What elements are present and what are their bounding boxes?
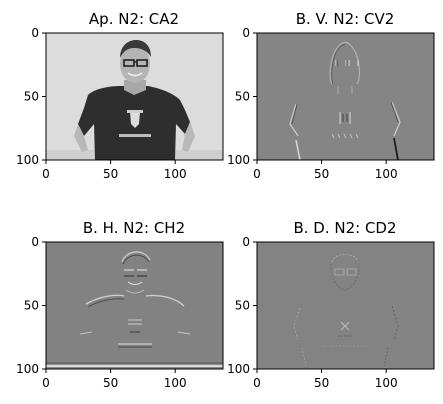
subplot-title: B. V. N2: CV2 xyxy=(296,10,395,28)
y-tick-label: 0 xyxy=(31,235,39,249)
x-tick-label: 50 xyxy=(103,376,118,390)
y-tick-label: 100 xyxy=(16,153,39,167)
x-tick-label: 50 xyxy=(103,167,118,181)
image-background xyxy=(257,242,434,369)
subplot-title: B. D. N2: CD2 xyxy=(293,219,396,237)
x-tick-label: 0 xyxy=(253,167,261,181)
x-ticks: 0 50 100 xyxy=(42,369,186,390)
y-tick-label: 50 xyxy=(235,299,250,313)
x-tick-label: 100 xyxy=(375,376,398,390)
y-tick-label: 50 xyxy=(24,90,39,104)
x-tick-label: 100 xyxy=(164,167,187,181)
y-ticks: 0 50 100 xyxy=(227,235,257,376)
subplot-title: B. H. N2: CH2 xyxy=(83,219,185,237)
y-ticks: 0 50 100 xyxy=(16,235,46,376)
x-tick-label: 50 xyxy=(314,376,329,390)
subplot-ca2: Ap. N2: CA2 xyxy=(16,10,223,181)
y-ticks: 0 50 100 xyxy=(16,26,46,167)
subplot-ch2: B. H. N2: CH2 xyxy=(16,219,223,390)
y-tick-label: 0 xyxy=(31,26,39,40)
x-tick-label: 0 xyxy=(42,376,50,390)
y-tick-label: 100 xyxy=(16,362,39,376)
image-background xyxy=(257,33,434,160)
x-tick-label: 100 xyxy=(164,376,187,390)
y-tick-label: 0 xyxy=(242,26,250,40)
image-background xyxy=(46,242,223,369)
y-ticks: 0 50 100 xyxy=(227,26,257,167)
x-tick-label: 0 xyxy=(42,167,50,181)
y-tick-label: 50 xyxy=(24,299,39,313)
subplot-title: Ap. N2: CA2 xyxy=(89,10,179,28)
x-tick-label: 50 xyxy=(314,167,329,181)
x-ticks: 0 50 100 xyxy=(42,160,186,181)
x-ticks: 0 50 100 xyxy=(253,369,397,390)
y-tick-label: 50 xyxy=(235,90,250,104)
y-tick-label: 100 xyxy=(227,153,250,167)
subplot-cv2: B. V. N2: CV2 xyxy=(227,10,434,181)
x-ticks: 0 50 100 xyxy=(253,160,397,181)
subplot-cd2: B. D. N2: CD2 0 50 100 xyxy=(227,219,434,390)
y-tick-label: 100 xyxy=(227,362,250,376)
y-tick-label: 0 xyxy=(242,235,250,249)
x-tick-label: 100 xyxy=(375,167,398,181)
x-tick-label: 0 xyxy=(253,376,261,390)
